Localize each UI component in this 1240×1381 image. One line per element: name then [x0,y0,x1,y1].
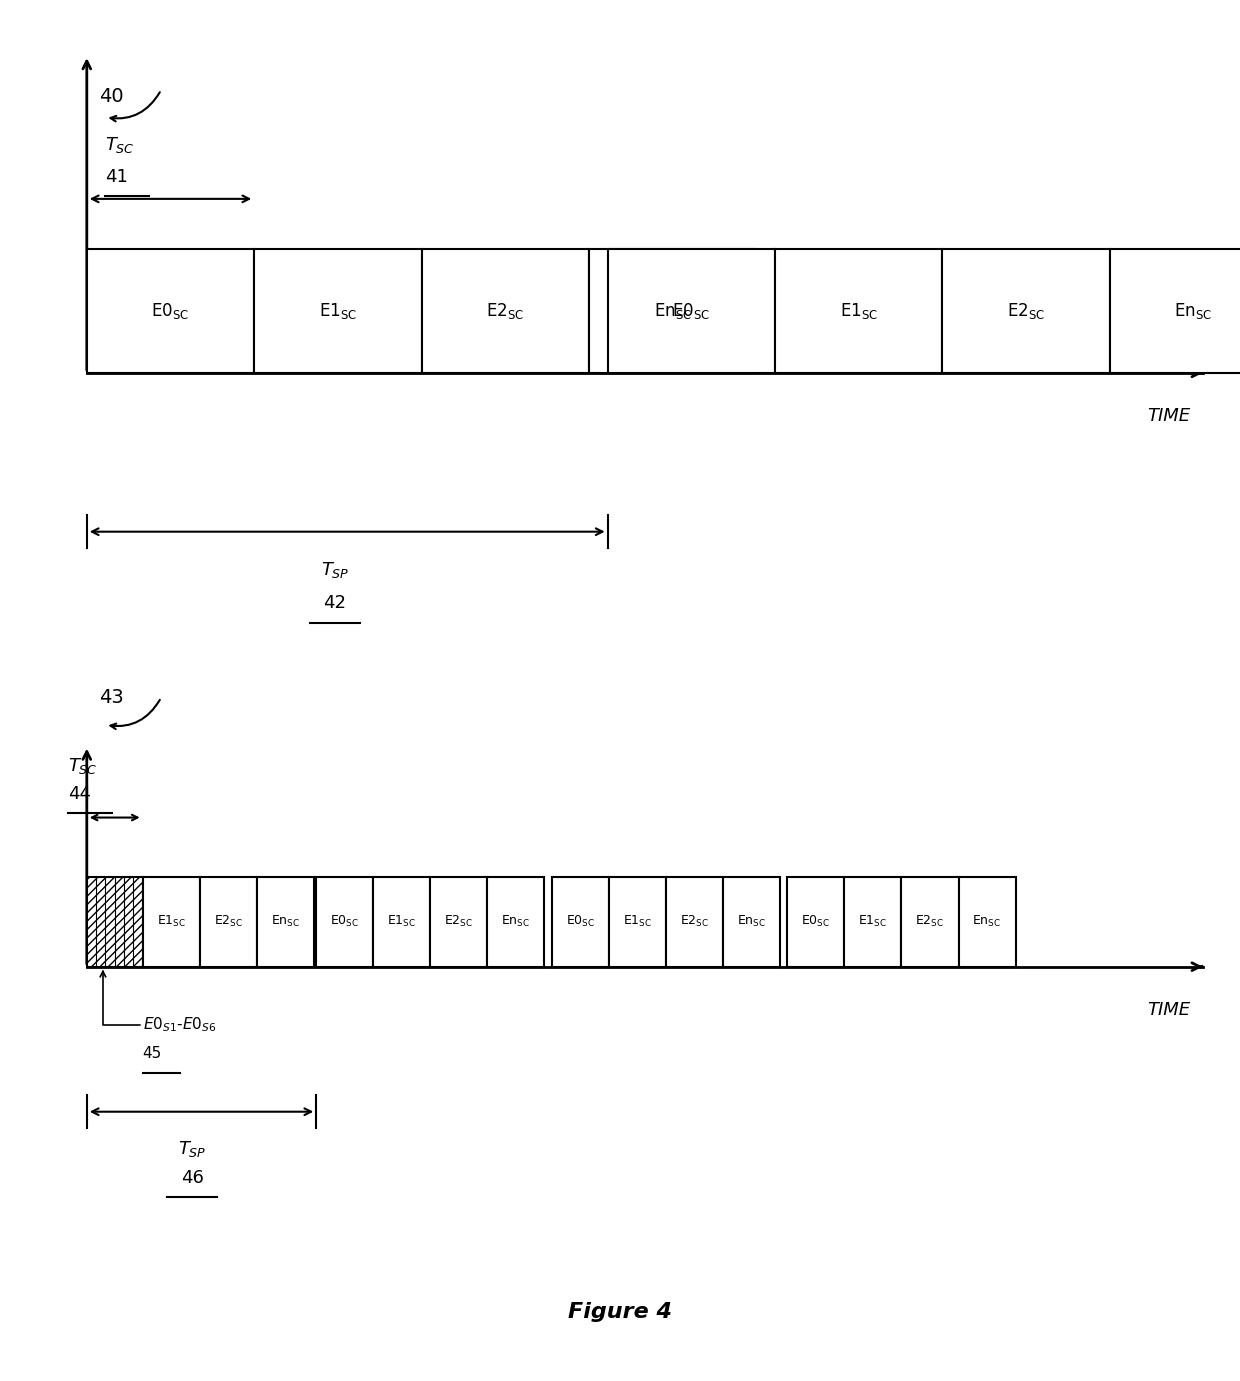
Text: $\mathrm{E1_{SC}}$: $\mathrm{E1_{SC}}$ [319,301,357,320]
Bar [143,877,200,967]
Bar [787,877,844,967]
Bar [487,877,544,967]
Text: $E0_{S1}$-$E0_{S6}$: $E0_{S1}$-$E0_{S6}$ [143,1015,216,1034]
Text: $\mathrm{E1_{SC}}$: $\mathrm{E1_{SC}}$ [839,301,878,320]
Text: $\mathrm{En_{SC}}$: $\mathrm{En_{SC}}$ [972,914,1002,929]
Bar [257,877,314,967]
Text: 40: 40 [99,87,124,106]
Text: $\mathrm{E0_{SC}}$: $\mathrm{E0_{SC}}$ [801,914,831,929]
Bar [316,877,373,967]
Bar [609,877,666,967]
Text: $\mathrm{E0_{SC}}$: $\mathrm{E0_{SC}}$ [565,914,595,929]
Text: 46: 46 [181,1168,203,1188]
Text: 45: 45 [143,1047,162,1061]
Bar [373,877,430,967]
Text: $\mathrm{E2_{SC}}$: $\mathrm{E2_{SC}}$ [444,914,474,929]
Bar [552,877,609,967]
Text: $\mathrm{En_{SC}}$: $\mathrm{En_{SC}}$ [270,914,300,929]
Text: $\mathrm{E2_{SC}}$: $\mathrm{E2_{SC}}$ [680,914,709,929]
Bar [254,249,422,373]
Text: $\mathrm{En_{SC}}$: $\mathrm{En_{SC}}$ [737,914,766,929]
Bar [723,877,780,967]
Text: TIME: TIME [1147,1001,1190,1019]
Bar [589,249,756,373]
Text: $\mathrm{E1_{SC}}$: $\mathrm{E1_{SC}}$ [622,914,652,929]
Bar [942,249,1110,373]
Bar [1110,249,1240,373]
Text: 43: 43 [99,688,124,707]
Bar [844,877,901,967]
Bar [87,249,254,373]
Bar [608,249,775,373]
Bar [666,877,723,967]
Bar [422,249,589,373]
Text: $\mathrm{E1_{SC}}$: $\mathrm{E1_{SC}}$ [387,914,417,929]
Bar [901,877,959,967]
Text: $T_{SC}$: $T_{SC}$ [68,757,98,776]
Text: $\mathrm{En_{SC}}$: $\mathrm{En_{SC}}$ [1174,301,1213,320]
Text: $\mathrm{E2_{SC}}$: $\mathrm{E2_{SC}}$ [213,914,243,929]
Bar [430,877,487,967]
Text: $\mathrm{E0_{SC}}$: $\mathrm{E0_{SC}}$ [672,301,711,320]
Text: $\mathrm{En_{SC}}$: $\mathrm{En_{SC}}$ [653,301,692,320]
Text: $\mathrm{E1_{SC}}$: $\mathrm{E1_{SC}}$ [858,914,888,929]
Text: TIME: TIME [1147,407,1190,425]
Text: $T_{SP}$: $T_{SP}$ [320,561,350,580]
Text: $T_{SC}$: $T_{SC}$ [105,135,135,155]
Text: $\mathrm{E2_{SC}}$: $\mathrm{E2_{SC}}$ [486,301,525,320]
Text: $\mathrm{E2_{SC}}$: $\mathrm{E2_{SC}}$ [915,914,945,929]
Text: $T_{SP}$: $T_{SP}$ [177,1139,207,1159]
Text: $\mathrm{E1_{SC}}$: $\mathrm{E1_{SC}}$ [156,914,186,929]
Text: 44: 44 [68,784,92,804]
Text: $\mathrm{E0_{SC}}$: $\mathrm{E0_{SC}}$ [330,914,360,929]
Bar [959,877,1016,967]
Text: $\mathrm{E0_{SC}}$: $\mathrm{E0_{SC}}$ [151,301,190,320]
Text: $\mathrm{En_{SC}}$: $\mathrm{En_{SC}}$ [501,914,531,929]
Bar [87,877,143,967]
Text: 42: 42 [324,594,346,613]
Text: $\mathrm{E2_{SC}}$: $\mathrm{E2_{SC}}$ [1007,301,1045,320]
Bar [775,249,942,373]
Text: Figure 4: Figure 4 [568,1302,672,1322]
Bar [200,877,257,967]
Text: 41: 41 [105,167,128,186]
